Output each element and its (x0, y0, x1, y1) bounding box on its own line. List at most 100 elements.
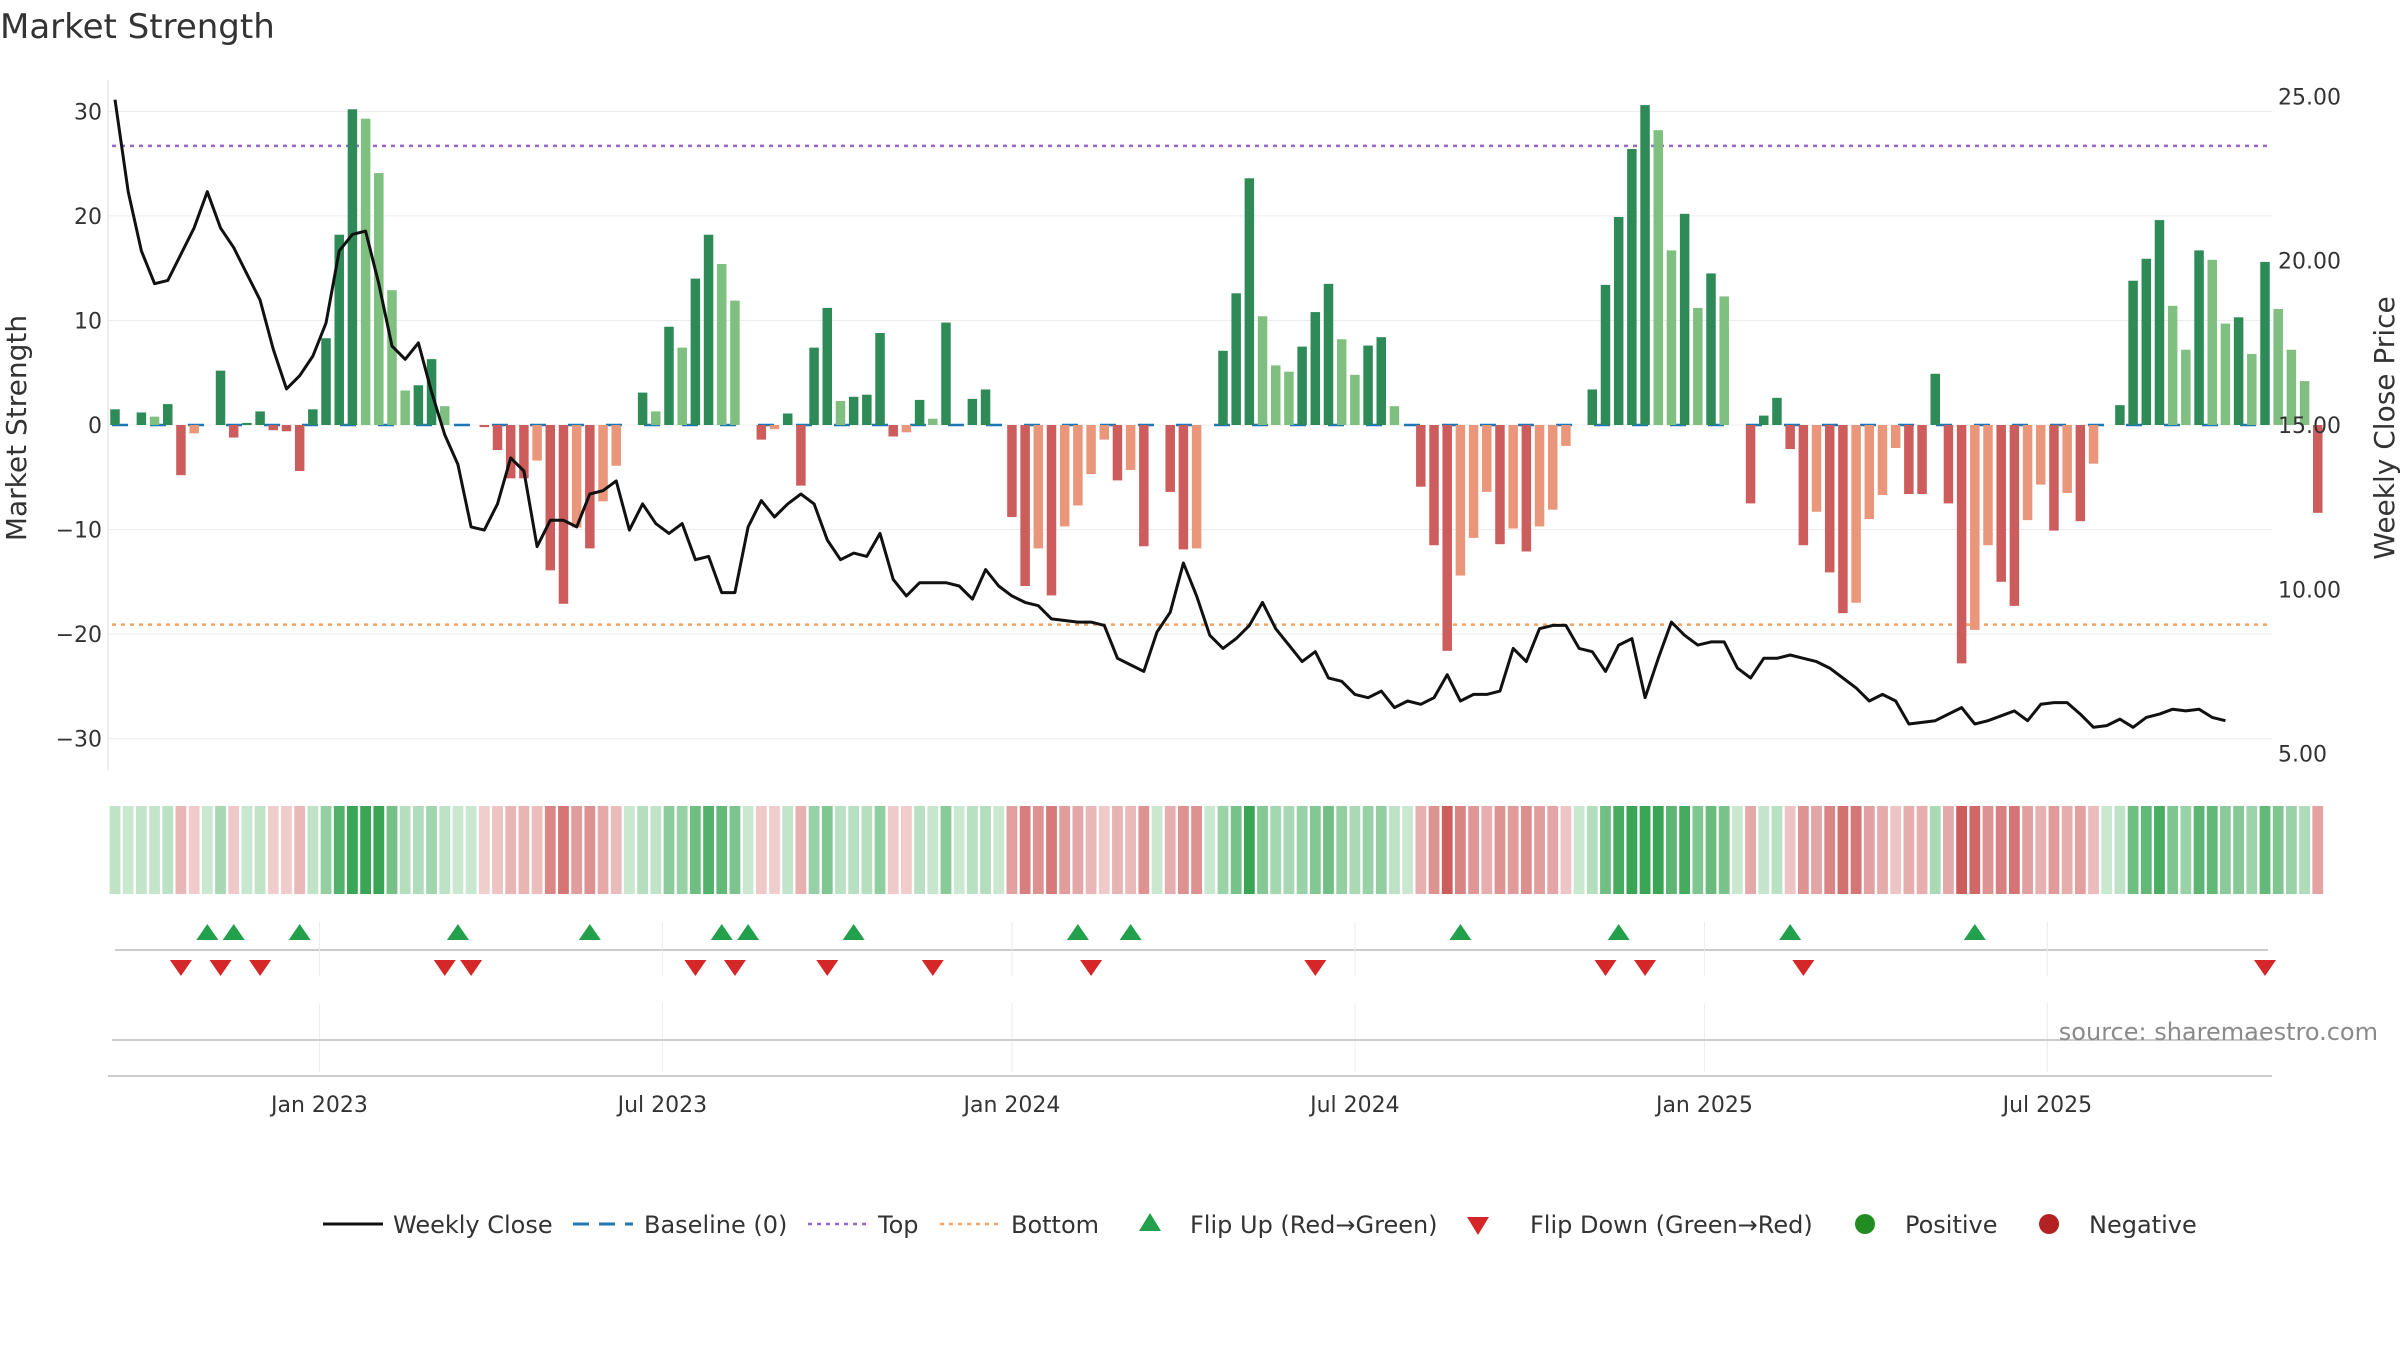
flip-up-marker (842, 924, 865, 940)
strength-bar (255, 411, 265, 425)
x-tick-label: Jul 2023 (616, 1093, 708, 1118)
strength-bar (374, 173, 384, 425)
heat-cell (1560, 806, 1572, 894)
strength-bar (176, 425, 186, 476)
heat-cell (439, 806, 451, 894)
strength-bar (1904, 425, 1914, 494)
x-tick-label: Jan 2023 (269, 1093, 368, 1118)
heat-cell (742, 806, 754, 894)
strength-bar (242, 422, 252, 425)
strength-bar (215, 370, 226, 425)
strength-bar (1007, 425, 1017, 517)
strength-bars (110, 105, 2323, 664)
strength-bar (1877, 425, 1888, 496)
heat-cell (2259, 806, 2271, 894)
strength-bar (1930, 373, 1940, 425)
strength-bar (1231, 293, 1241, 425)
heat-cell (1639, 806, 1651, 894)
strength-bar (862, 394, 872, 425)
heat-cell (281, 806, 292, 894)
heat-cell (1586, 806, 1598, 894)
heat-cell (1402, 806, 1414, 894)
strength-bar (2313, 425, 2323, 513)
heat-cell (1943, 806, 1954, 894)
right-axis-ticks: 25.00 20.00 15.00 10.00 5.00 (2278, 85, 2341, 767)
legend-flip-up: Flip Up (Red→Green) (1190, 1211, 1438, 1239)
strength-bar (598, 425, 608, 502)
strength-bar (637, 392, 648, 425)
heat-cell (267, 806, 279, 894)
strength-heat-strip (109, 806, 2324, 894)
heat-cell (1164, 806, 1176, 894)
heat-cell (1797, 806, 1809, 894)
heat-cell (1705, 806, 1717, 894)
strength-bar (2247, 353, 2257, 425)
heat-cell (1006, 806, 1018, 894)
strength-bar (1521, 425, 1532, 552)
strength-bar (875, 333, 885, 425)
strength-bar (611, 425, 621, 466)
x-tick-label: Jul 2025 (2001, 1093, 2093, 1118)
heat-cell (610, 806, 622, 894)
heat-cell (175, 806, 187, 894)
heat-cell (2048, 806, 2060, 894)
heat-cell (769, 806, 780, 894)
strength-bar (334, 234, 344, 425)
weekly-close-line-group (113, 99, 2226, 729)
strength-bar (1508, 425, 1518, 529)
strength-bar (1890, 425, 1901, 448)
strength-bar (1389, 406, 1400, 425)
flip-down-marker (209, 960, 232, 976)
heat-cell (1916, 806, 1928, 894)
heat-cell (2008, 806, 2020, 894)
heat-cell (703, 806, 714, 894)
strength-bar (505, 425, 516, 479)
heat-cell (1877, 806, 1888, 894)
heat-cell (109, 806, 121, 894)
strength-bar (1996, 425, 2006, 582)
strength-bar (1693, 307, 1703, 425)
strength-bar (2233, 317, 2244, 425)
flip-up-marker (446, 924, 469, 940)
legend-negative: Negative (2089, 1211, 2197, 1239)
strength-bar (1970, 425, 1980, 630)
strength-bar (400, 390, 410, 425)
heat-cell (2140, 806, 2152, 894)
heat-cell (914, 806, 925, 894)
heat-cell (1375, 806, 1387, 894)
strength-bar (2009, 425, 2020, 606)
strength-bar (136, 412, 147, 425)
heat-cell (1903, 806, 1915, 894)
strength-bar (703, 234, 714, 425)
strength-bar (809, 347, 819, 425)
heat-cell (689, 806, 701, 894)
heat-cell (782, 806, 794, 894)
heat-cell (1929, 806, 1941, 894)
heat-cell (861, 806, 873, 894)
strength-bar (1679, 213, 1690, 425)
flip-down-marker (1304, 960, 1327, 976)
heat-cell (2101, 806, 2113, 894)
y-tick-label: −20 (56, 623, 102, 648)
heat-cell (1534, 806, 1545, 894)
legend-positive: Positive (1905, 1211, 1998, 1239)
legend-weekly-close: Weekly Close (393, 1211, 553, 1239)
heat-cell (505, 806, 517, 894)
heat-cell (2206, 806, 2218, 894)
legend-top: Top (877, 1211, 919, 1239)
heat-cell (465, 806, 477, 894)
flip-down-marker (816, 960, 839, 976)
heat-cell (624, 806, 635, 894)
heat-cell (808, 806, 820, 894)
heat-cell (1824, 806, 1836, 894)
strength-bar (492, 425, 503, 451)
strength-bar (769, 425, 780, 430)
left-axis-ticks: 30 20 10 0 −10 −20 −30 (56, 100, 102, 752)
strength-bar (1798, 425, 1809, 546)
heat-cell (1468, 806, 1479, 894)
heat-cell (1600, 806, 1611, 894)
heat-cell (1019, 806, 1031, 894)
strength-bar (1772, 397, 1782, 425)
x-tick-label: Jan 2025 (1654, 1093, 1753, 1118)
